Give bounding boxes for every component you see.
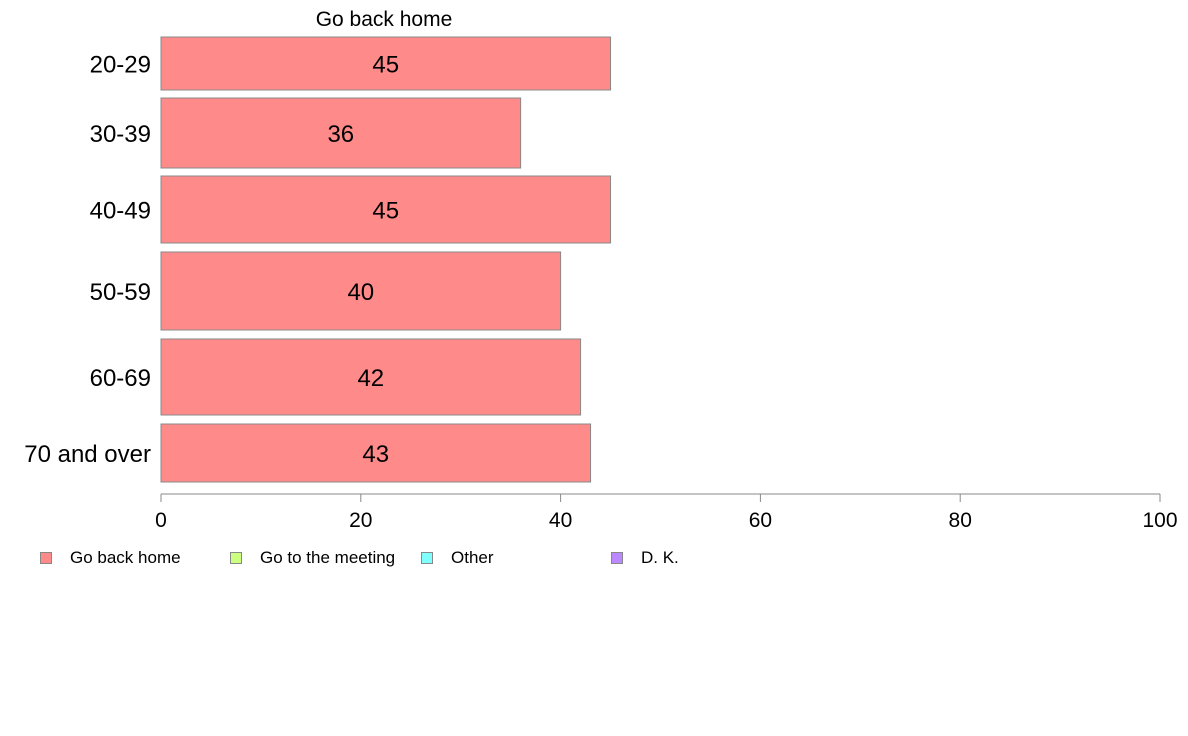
category-label: 50-59 [90, 279, 151, 306]
x-tick-label: 20 [349, 509, 372, 532]
category-label: 40-49 [90, 198, 151, 225]
legend-swatch-go-to-the-meeting [230, 552, 242, 564]
x-tick-label: 60 [749, 509, 772, 532]
legend-swatch-other [421, 552, 433, 564]
legend-label: D. K. [641, 548, 679, 567]
data-label: 45 [372, 198, 399, 225]
legend-item-other: Other [421, 546, 494, 570]
bar-chart: Go back home 20-29 30-39 40-49 50-59 60-69 70… [24, 8, 1177, 532]
legend-item-go-to-the-meeting: Go to the meeting [230, 546, 395, 570]
bar-70-and-over [160, 423, 592, 483]
legend-label: Go to the meeting [260, 548, 396, 567]
x-tick-label: 80 [949, 509, 972, 532]
legend-swatch-go-back-home [40, 552, 52, 564]
bar-30-39 [160, 97, 522, 169]
legend-item-go-back-home: Go back home [40, 546, 181, 570]
data-label: 45 [372, 52, 399, 79]
data-label: 36 [327, 121, 354, 148]
category-label: 20-29 [90, 52, 151, 79]
x-tick-label: 100 [1142, 509, 1177, 532]
bar-40-49 [160, 175, 612, 244]
legend-swatch-dk [611, 552, 623, 564]
category-label: 30-39 [90, 121, 151, 148]
bar-20-29 [160, 36, 612, 91]
category-label: 60-69 [90, 365, 151, 392]
legend-label: Go back home [70, 548, 181, 567]
x-tick-label: 0 [155, 509, 167, 532]
category-label: 70 and over [24, 441, 151, 468]
legend: Go back home Go to the meeting Other D. … [0, 546, 1188, 570]
data-label: 42 [357, 365, 384, 392]
bar-60-69 [160, 338, 582, 416]
data-label: 43 [362, 441, 389, 468]
legend-label: Other [451, 548, 494, 567]
bar-50-59 [160, 251, 562, 331]
legend-item-dk: D. K. [611, 546, 679, 570]
data-label: 40 [347, 279, 374, 306]
x-tick-label: 40 [549, 509, 572, 532]
chart-title: Go back home [316, 8, 453, 31]
